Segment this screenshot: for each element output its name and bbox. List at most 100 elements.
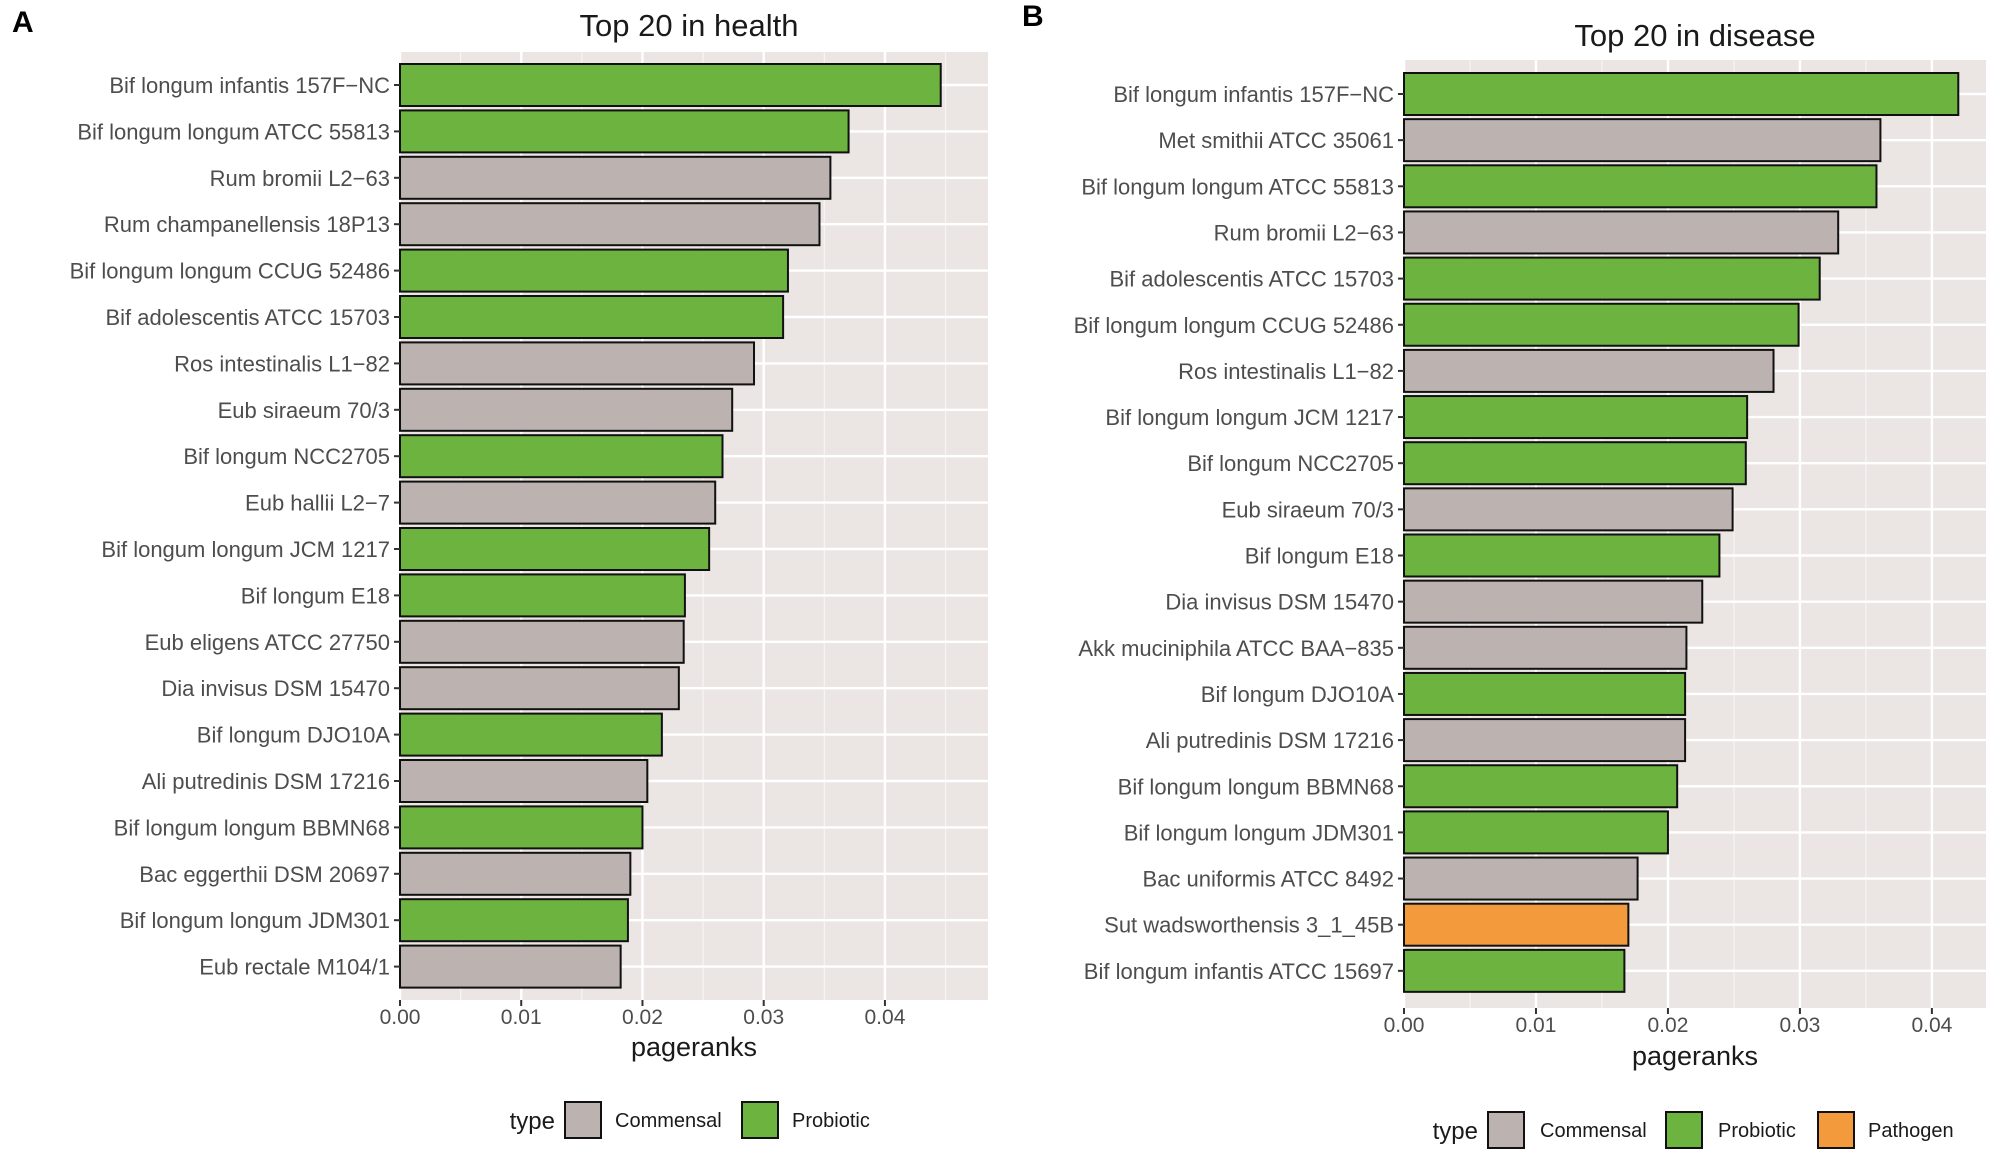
bar-11 xyxy=(399,527,711,571)
bar-6 xyxy=(1403,302,1800,347)
bar-8 xyxy=(399,387,734,432)
legend-label: Pathogen xyxy=(1868,1120,1954,1142)
legend-label: Probiotic xyxy=(1718,1120,1796,1142)
bar-9 xyxy=(399,434,724,479)
bar-5 xyxy=(399,248,789,293)
bar-11 xyxy=(1403,533,1721,578)
bar-18 xyxy=(399,851,632,896)
y-tick-label: Bif longum DJO10A xyxy=(197,723,391,748)
legend: type Commensal Probiotic xyxy=(510,1101,870,1139)
y-tick-label: Dia invisus DSM 15470 xyxy=(161,676,390,701)
bar-14 xyxy=(1403,671,1687,716)
bar-13 xyxy=(399,619,685,664)
legend: type Commensal Probiotic Pathogen xyxy=(1433,1111,1954,1149)
bar-12 xyxy=(399,573,686,618)
y-tick-label: Bif longum E18 xyxy=(1245,544,1394,569)
legend-label: Commensal xyxy=(1540,1120,1647,1142)
bar-18 xyxy=(1403,856,1639,901)
bar-3 xyxy=(399,155,832,200)
y-tick-label: Akk muciniphila ATCC BAA−835 xyxy=(1078,636,1394,661)
legend-swatch xyxy=(564,1101,602,1139)
bar-10 xyxy=(1403,487,1734,532)
bar-7 xyxy=(1403,348,1775,393)
chart-title: Top 20 in health xyxy=(580,8,799,43)
y-tick-label: Bif longum DJO10A xyxy=(1201,682,1395,707)
x-tick-label: 0.00 xyxy=(380,1006,421,1029)
bar-4 xyxy=(1403,210,1840,255)
legend-title: type xyxy=(1433,1118,1478,1145)
y-tick-label: Bif longum longum BBMN68 xyxy=(1118,774,1394,799)
y-tick-label: Bif longum longum JCM 1217 xyxy=(1105,405,1394,430)
legend-swatch xyxy=(1487,1111,1525,1149)
y-tick-label: Rum bromii L2−63 xyxy=(210,166,390,191)
x-tick-label: 0.04 xyxy=(865,1006,906,1029)
y-tick-label: Ali putredinis DSM 17216 xyxy=(1146,728,1394,753)
bar-9 xyxy=(1403,441,1747,486)
bar-1 xyxy=(399,63,942,107)
chart-title: Top 20 in disease xyxy=(1574,18,1815,53)
bar-2 xyxy=(1403,118,1882,163)
bar-16 xyxy=(1403,764,1679,809)
bar-13 xyxy=(1403,625,1688,670)
y-tick-label: Bif longum E18 xyxy=(241,583,390,608)
legend-swatch xyxy=(1817,1111,1855,1149)
bar-15 xyxy=(399,712,663,757)
y-tick-label: Rum bromii L2−63 xyxy=(1214,220,1394,245)
x-axis-label: pageranks xyxy=(1632,1041,1758,1071)
x-tick-label: 0.00 xyxy=(1384,1014,1425,1037)
panel-a: A Top 20 in health Bif longum infantis 157… xyxy=(12,6,988,1139)
legend-label: Probiotic xyxy=(792,1110,870,1132)
y-tick-label: Bif adolescentis ATCC 15703 xyxy=(1109,267,1394,292)
bar-15 xyxy=(1403,718,1687,763)
bar-17 xyxy=(399,805,644,850)
x-tick-label: 0.01 xyxy=(501,1006,542,1029)
y-tick-label: Bif longum longum JDM301 xyxy=(1124,820,1394,845)
panel-label: B xyxy=(1022,0,1044,33)
bar-14 xyxy=(399,666,680,711)
bar-10 xyxy=(399,480,717,525)
legend-title: type xyxy=(510,1108,555,1135)
bar-17 xyxy=(1403,810,1669,855)
y-tick-label: Bif longum longum ATCC 55813 xyxy=(77,119,390,144)
bar-12 xyxy=(1403,579,1704,624)
y-tick-label: Bac uniformis ATCC 8492 xyxy=(1143,867,1394,892)
bar-2 xyxy=(399,109,850,154)
legend-swatch xyxy=(1665,1111,1703,1149)
y-tick-label: Eub siraeum 70/3 xyxy=(218,398,390,423)
x-axis-label: pageranks xyxy=(631,1032,757,1062)
y-tick-label: Bif longum longum JCM 1217 xyxy=(101,537,390,562)
y-tick-label: Bif longum infantis 157F−NC xyxy=(109,73,390,98)
bar-16 xyxy=(399,759,649,803)
y-tick-label: Bif longum infantis 157F−NC xyxy=(1113,82,1394,107)
bar-8 xyxy=(1403,395,1749,440)
y-tick-label: Bif longum longum ATCC 55813 xyxy=(1081,174,1394,199)
y-tick-label: Ros intestinalis L1−82 xyxy=(174,351,390,376)
bar-5 xyxy=(1403,256,1821,301)
legend-swatch xyxy=(741,1101,779,1139)
y-tick-label: Eub rectale M104/1 xyxy=(199,955,390,980)
x-tick-label: 0.04 xyxy=(1911,1014,1952,1037)
y-tick-label: Bif longum NCC2705 xyxy=(183,444,390,469)
x-tick-label: 0.01 xyxy=(1516,1014,1557,1037)
y-tick-label: Bif longum NCC2705 xyxy=(1187,451,1394,476)
legend-label: Commensal xyxy=(615,1110,722,1132)
bar-19 xyxy=(399,898,629,943)
x-tick-label: 0.03 xyxy=(1779,1014,1820,1037)
bar-20 xyxy=(399,944,622,989)
x-tick-label: 0.02 xyxy=(1648,1014,1689,1037)
bar-3 xyxy=(1403,164,1878,209)
y-tick-label: Bac eggerthii DSM 20697 xyxy=(139,862,390,887)
y-tick-label: Eub eligens ATCC 27750 xyxy=(145,630,390,655)
y-tick-label: Bif longum infantis ATCC 15697 xyxy=(1084,959,1394,984)
y-tick-label: Eub siraeum 70/3 xyxy=(1222,497,1394,522)
x-tick-label: 0.02 xyxy=(622,1006,663,1029)
y-tick-label: Ros intestinalis L1−82 xyxy=(1178,359,1394,384)
panel-label: A xyxy=(12,6,34,39)
bar-20 xyxy=(1403,948,1626,993)
y-tick-label: Eub hallii L2−7 xyxy=(245,491,390,516)
y-tick-label: Dia invisus DSM 15470 xyxy=(1165,590,1394,615)
bar-4 xyxy=(399,202,821,247)
bar-6 xyxy=(399,295,785,339)
bar-1 xyxy=(1403,72,1960,116)
